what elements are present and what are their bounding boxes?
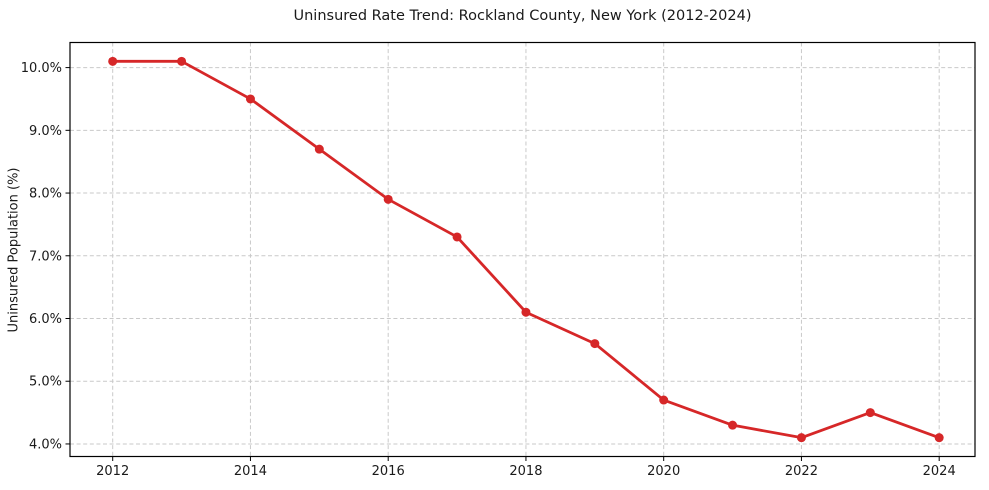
data-point	[659, 395, 669, 405]
data-point	[452, 232, 462, 242]
y-tick-label: 6.0%	[29, 312, 62, 327]
y-tick-label: 7.0%	[29, 249, 62, 264]
x-tick-label: 2012	[96, 464, 129, 479]
chart-title: Uninsured Rate Trend: Rockland County, N…	[293, 8, 752, 24]
data-point	[521, 307, 531, 317]
y-tick-label: 10.0%	[21, 61, 62, 76]
y-tick-label: 9.0%	[29, 124, 62, 139]
data-point	[177, 56, 187, 66]
data-point	[314, 144, 324, 154]
data-point	[108, 56, 118, 66]
x-tick-label: 2022	[785, 464, 818, 479]
y-tick-label: 4.0%	[29, 437, 62, 452]
data-point	[796, 433, 806, 443]
x-tick-label: 2018	[509, 464, 542, 479]
x-tick-label: 2016	[372, 464, 405, 479]
data-point	[245, 94, 255, 104]
x-tick-label: 2014	[234, 464, 267, 479]
data-point	[728, 420, 738, 430]
y-tick-label: 8.0%	[29, 187, 62, 202]
x-tick-label: 2020	[647, 464, 680, 479]
data-point	[934, 433, 944, 443]
y-tick-label: 5.0%	[29, 375, 62, 390]
data-point	[865, 408, 875, 418]
data-point	[590, 339, 600, 349]
x-tick-label: 2024	[923, 464, 956, 479]
axes-frame	[69, 41, 976, 458]
data-point	[383, 194, 393, 204]
